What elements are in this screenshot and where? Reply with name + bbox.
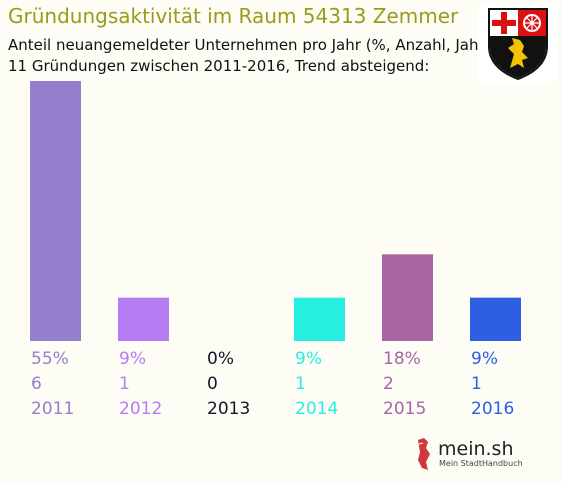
- bar-2014: [294, 297, 345, 341]
- count-label-2014: 1: [295, 374, 306, 394]
- year-label-2014: 2014: [295, 399, 338, 419]
- chart-subtitle: Anteil neuangemeldeter Unternehmen pro J…: [8, 36, 491, 54]
- count-label-2012: 1: [119, 374, 130, 394]
- count-label-2013: 0: [207, 374, 218, 394]
- germany-map-icon: [418, 438, 430, 470]
- year-label-2013: 2013: [207, 399, 250, 419]
- bar-2015: [382, 254, 433, 341]
- chart-summary: 11 Gründungen zwischen 2011-2016, Trend …: [8, 57, 430, 75]
- percent-label-2013: 0%: [207, 349, 234, 369]
- percent-label-2011: 55%: [31, 349, 69, 369]
- coat-of-arms-icon: [478, 2, 558, 82]
- count-label-2011: 6: [31, 374, 42, 394]
- count-label-2016: 1: [471, 374, 482, 394]
- percent-label-2016: 9%: [471, 349, 498, 369]
- year-label-2015: 2015: [383, 399, 426, 419]
- year-label-2012: 2012: [119, 399, 162, 419]
- percent-label-2015: 18%: [383, 349, 421, 369]
- chart-title: Gründungsaktivität im Raum 54313 Zemmer: [8, 4, 459, 28]
- logo-name[interactable]: mein.sh: [438, 438, 514, 460]
- year-label-2016: 2016: [471, 399, 514, 419]
- percent-label-2012: 9%: [119, 349, 146, 369]
- count-label-2015: 2: [383, 374, 394, 394]
- bar-2016: [470, 297, 521, 341]
- percent-label-2014: 9%: [295, 349, 322, 369]
- bar-2011: [30, 81, 81, 341]
- logo-tagline: Mein StadtHandbuch: [439, 459, 523, 468]
- bar-2012: [118, 297, 169, 341]
- year-label-2011: 2011: [31, 399, 74, 419]
